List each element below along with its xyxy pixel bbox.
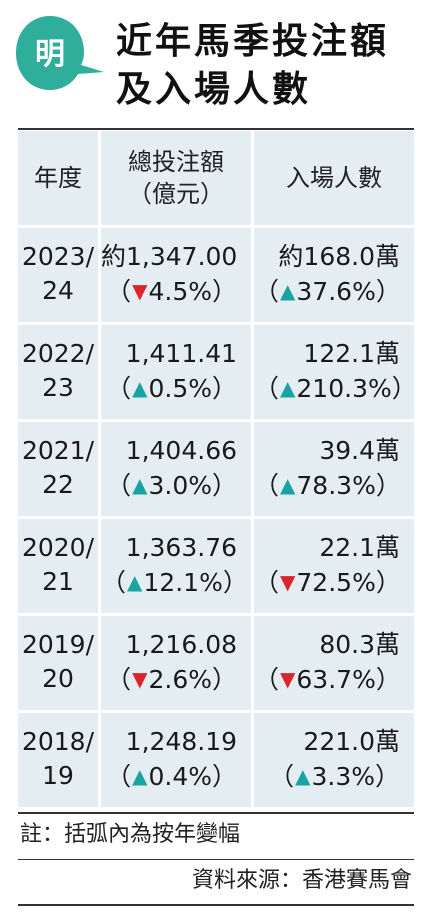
attendance-cell: 221.0萬 （▲3.3%） <box>254 713 414 807</box>
attendance-cell: 122.1萬 （▲210.3%） <box>254 325 417 419</box>
year-line2: 20 <box>42 664 74 693</box>
year-cell: 2022/23 <box>18 325 98 419</box>
table-row: 2021/22 1,404.66 （▲3.0%） 39.4萬 （▲78.3%） <box>18 422 414 516</box>
header-bet-line2: （億元） <box>128 180 224 208</box>
header-year: 年度 <box>18 131 98 225</box>
year-cell: 2023/24 <box>18 228 98 322</box>
year-line1: 2020/ <box>21 533 95 562</box>
bet-cell: 約1,347.00 （▼4.5%） <box>101 228 251 322</box>
attendance-cell: 39.4萬 （▲78.3%） <box>254 422 414 516</box>
table-row: 2019/20 1,216.08 （▼2.6%） 80.3萬 （▼63.7%） <box>18 616 414 710</box>
attendance-change: （▲210.3%） <box>254 371 417 406</box>
attendance-change: （▲37.6%） <box>254 274 401 309</box>
year-line2: 21 <box>42 567 74 596</box>
header-bet: 總投注額 （億元） <box>101 131 251 225</box>
footnote: 註：括弧內為按年變幅 <box>20 822 241 847</box>
year-cell: 2019/20 <box>18 616 98 710</box>
year-line1: 2023/ <box>21 242 95 271</box>
triangle-down-icon: ▼ <box>132 667 148 691</box>
bet-change: （▼2.6%） <box>101 662 237 697</box>
attendance-change: （▲3.3%） <box>254 759 400 794</box>
attendance-cell: 約168.0萬 （▲37.6%） <box>254 228 414 322</box>
bet-value: 約1,347.00 <box>101 242 238 271</box>
triangle-down-icon: ▼ <box>280 667 296 691</box>
bet-cell: 1,404.66 （▲3.0%） <box>101 422 251 516</box>
bet-change: （▲3.0%） <box>101 468 237 503</box>
year-cell: 2021/22 <box>18 422 98 516</box>
attendance-change: （▼63.7%） <box>254 662 401 697</box>
attendance-value: 122.1萬 <box>303 339 400 368</box>
attendance-change: （▲78.3%） <box>254 468 401 503</box>
header: 明 近年馬季投注額 及入場人數 <box>0 0 430 118</box>
triangle-up-icon: ▲ <box>132 473 148 497</box>
table-row: 2023/24 約1,347.00 （▼4.5%） 約168.0萬 （▲37.6%） <box>18 228 414 322</box>
triangle-up-icon: ▲ <box>132 764 148 788</box>
bet-value: 1,404.66 <box>125 436 237 465</box>
bet-cell: 1,248.19 （▲0.4%） <box>101 713 251 807</box>
year-cell: 2018/19 <box>18 713 98 807</box>
page-title-line1: 近年馬季投注額 <box>116 21 390 62</box>
header-bet-line1: 總投注額 <box>128 148 224 176</box>
attendance-value: 80.3萬 <box>319 630 400 659</box>
triangle-up-icon: ▲ <box>280 473 296 497</box>
logo-char: 明 <box>35 37 65 72</box>
triangle-up-icon: ▲ <box>280 376 296 400</box>
attendance-cell: 22.1萬 （▼72.5%） <box>254 519 414 613</box>
mingpao-logo-icon: 明 <box>16 16 104 90</box>
bet-value: 1,363.76 <box>125 533 237 562</box>
bet-value: 1,248.19 <box>125 727 237 756</box>
attendance-value: 22.1萬 <box>319 533 400 562</box>
year-line1: 2019/ <box>21 630 95 659</box>
bet-value: 1,216.08 <box>125 630 237 659</box>
triangle-up-icon: ▲ <box>295 764 311 788</box>
year-line1: 2021/ <box>21 436 95 465</box>
table-row: 2022/23 1,411.41 （▲0.5%） 122.1萬 （▲210.3%） <box>18 325 417 419</box>
bet-change: （▲0.5%） <box>101 371 237 406</box>
triangle-up-icon: ▲ <box>127 570 143 594</box>
year-line2: 19 <box>42 761 74 790</box>
attendance-cell: 80.3萬 （▼63.7%） <box>254 616 414 710</box>
year-line1: 2022/ <box>21 339 95 368</box>
bet-cell: 1,411.41 （▲0.5%） <box>101 325 251 419</box>
attendance-value: 約168.0萬 <box>278 242 400 271</box>
triangle-down-icon: ▼ <box>280 570 296 594</box>
attendance-value: 39.4萬 <box>319 436 400 465</box>
bet-change: （▲0.4%） <box>101 759 237 794</box>
bottom-rule <box>18 904 414 906</box>
bet-value: 1,411.41 <box>125 339 237 368</box>
source-credit: 資料來源：香港賽馬會 <box>191 868 412 893</box>
year-line2: 24 <box>42 276 74 305</box>
page-title-line2: 及入場人數 <box>116 69 312 110</box>
mid-rule <box>18 812 414 814</box>
triangle-down-icon: ▼ <box>132 279 148 303</box>
bet-cell: 1,216.08 （▼2.6%） <box>101 616 251 710</box>
year-cell: 2020/21 <box>18 519 98 613</box>
attendance-value: 221.0萬 <box>303 727 400 756</box>
triangle-up-icon: ▲ <box>132 376 148 400</box>
year-line2: 23 <box>42 373 74 402</box>
bet-change: （▼4.5%） <box>101 274 237 309</box>
year-line1: 2018/ <box>21 727 95 756</box>
table-header-row: 年度 總投注額 （億元） 入場人數 <box>18 131 414 225</box>
table-row: 2020/21 1,363.76 （▲12.1%） 22.1萬 （▼72.5%） <box>18 519 414 613</box>
thin-rule <box>18 859 414 860</box>
top-rule <box>18 128 414 130</box>
bet-change: （▲12.1%） <box>101 565 248 600</box>
bet-cell: 1,363.76 （▲12.1%） <box>101 519 251 613</box>
triangle-up-icon: ▲ <box>280 279 296 303</box>
attendance-change: （▼72.5%） <box>254 565 401 600</box>
stats-table: 年度 總投注額 （億元） 入場人數 2023/24 約1,347.00 （▼4.5%… <box>18 131 417 810</box>
year-line2: 22 <box>42 470 74 499</box>
header-attendance: 入場人數 <box>254 131 414 225</box>
table-row: 2018/19 1,248.19 （▲0.4%） 221.0萬 （▲3.3%） <box>18 713 414 807</box>
